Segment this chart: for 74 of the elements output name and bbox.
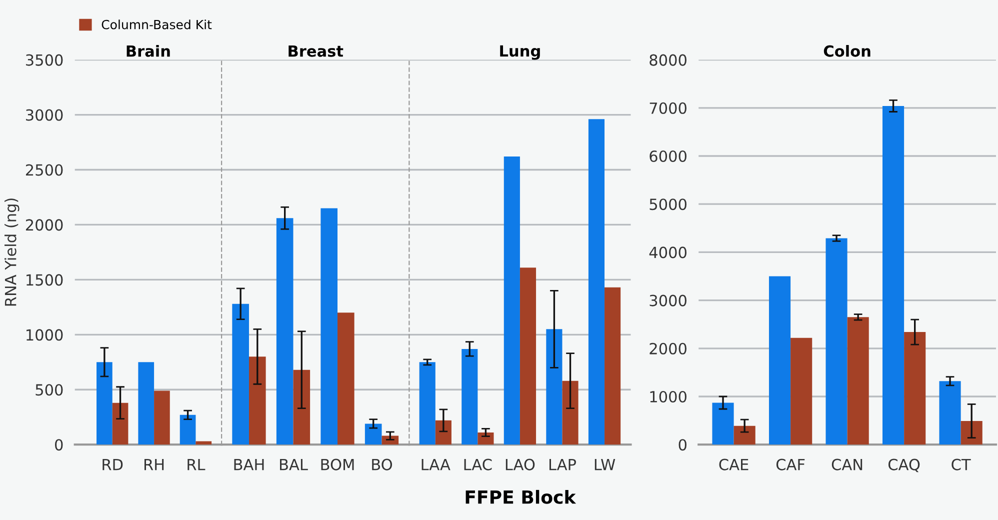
bar: [504, 156, 520, 445]
bar: [604, 287, 621, 445]
bar: [768, 276, 791, 445]
bar: [790, 338, 812, 445]
x-tick-label: CAQ: [888, 458, 920, 472]
legend-label: Column-Based Kit: [102, 20, 212, 30]
x-tick-label: LAA: [422, 458, 450, 470]
y-tick-label: 5000: [650, 198, 686, 210]
y-tick-label: 1000: [650, 390, 686, 403]
x-axis-title: FFPE Block: [466, 490, 576, 504]
y-tick-label: 4000: [649, 246, 686, 258]
bar: [337, 312, 354, 445]
bar: [520, 268, 536, 445]
y-tick-label: 3000: [650, 294, 686, 306]
x-tick-label: LAC: [464, 458, 492, 470]
bar: [546, 329, 562, 445]
bar: [462, 348, 478, 445]
x-tick-label: RH: [144, 458, 164, 470]
bar: [112, 402, 128, 445]
y-tick-label: 2000: [650, 342, 686, 354]
x-tick-label: CT: [952, 458, 971, 470]
x-tick-label: CAN: [832, 458, 862, 470]
bar: [138, 362, 154, 445]
bar: [904, 332, 926, 445]
bar: [847, 317, 869, 445]
x-tick-label: RL: [188, 458, 206, 470]
y-tick-label: 3500: [26, 54, 63, 66]
bar: [419, 362, 436, 445]
bar: [154, 390, 170, 445]
bar: [939, 381, 961, 445]
bar: [248, 356, 266, 445]
y-tick-label: 0: [55, 439, 63, 451]
y-tick-label: 2000: [26, 219, 63, 231]
bar: [364, 424, 382, 445]
bar: [293, 370, 310, 445]
y-tick-label: 0: [678, 439, 686, 451]
bar: [826, 238, 848, 445]
bar: [435, 420, 452, 445]
x-tick-label: LAO: [506, 458, 535, 470]
y-tick-label: 7000: [650, 102, 686, 114]
y-tick-label: 2500: [26, 164, 63, 176]
x-tick-label: CAF: [776, 458, 805, 470]
y-tick-label: 6000: [650, 150, 686, 162]
x-tick-label: BAL: [280, 458, 308, 470]
chart-title: Colon: [824, 45, 870, 57]
x-tick-label: BOM: [321, 458, 354, 470]
x-tick-label: CAE: [719, 458, 748, 470]
bar: [882, 106, 904, 445]
chart-title: Lung: [500, 45, 540, 60]
x-tick-label: LW: [594, 458, 616, 470]
bar: [96, 362, 112, 445]
chart-title: Breast: [288, 45, 344, 57]
chart-title: Brain: [126, 45, 170, 57]
y-tick-label: 3000: [26, 109, 63, 121]
bar: [960, 421, 982, 445]
bar: [196, 441, 212, 445]
x-tick-label: BAH: [234, 458, 264, 470]
x-tick-label: LAP: [549, 458, 576, 470]
bar: [232, 304, 249, 445]
bar: [478, 432, 494, 445]
y-tick-label: 1000: [26, 329, 63, 341]
y-tick-label: 8000: [650, 54, 686, 66]
bar: [562, 380, 578, 445]
y-tick-label: 1500: [26, 274, 63, 286]
y-axis-title: RNA Yield (ng): [4, 198, 20, 306]
x-tick-label: RD: [102, 458, 123, 470]
bar: [588, 119, 605, 445]
y-tick-label: 500: [36, 384, 63, 396]
bar: [276, 218, 294, 445]
bar: [734, 426, 756, 445]
bar: [320, 208, 338, 445]
bar: [180, 414, 196, 445]
x-tick-label: BO: [372, 458, 392, 470]
bar: [712, 402, 734, 445]
